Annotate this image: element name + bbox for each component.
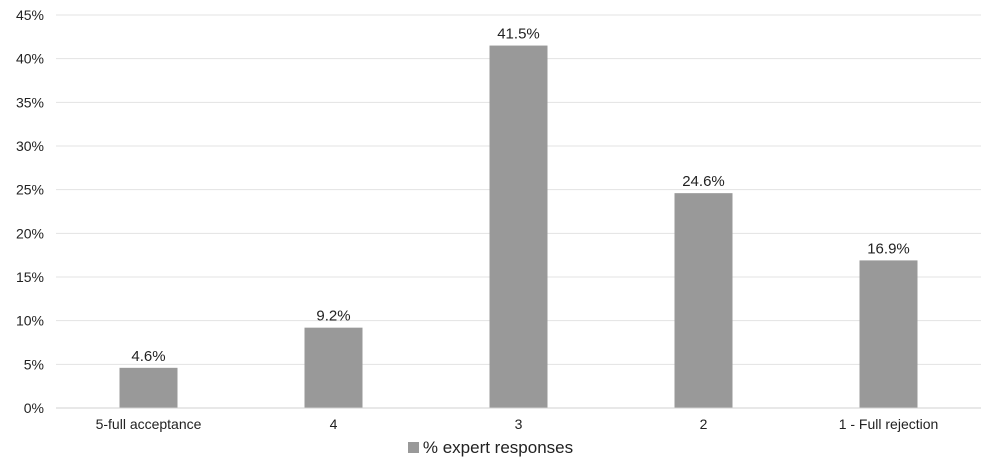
- legend-label: % expert responses: [422, 438, 574, 457]
- y-tick-label: 15%: [16, 269, 44, 285]
- bar: [119, 367, 178, 408]
- bar: [489, 45, 548, 409]
- y-tick-label: 5%: [24, 356, 44, 372]
- legend: % expert responses: [0, 438, 981, 458]
- data-label: 4.6%: [131, 348, 165, 365]
- y-tick-label: 45%: [16, 7, 44, 23]
- x-tick-label: 3: [515, 416, 523, 432]
- y-axis-ticks: 0% 5% 10% 15% 20% 25% 30% 35% 40% 45%: [16, 7, 44, 416]
- x-axis-ticks: 5-full acceptance 4 3 2 1 - Full rejection: [96, 416, 939, 432]
- y-tick-label: 30%: [16, 138, 44, 154]
- data-label: 41.5%: [497, 26, 540, 43]
- bars: [119, 45, 918, 409]
- x-tick-label: 2: [700, 416, 708, 432]
- y-tick-label: 0%: [24, 400, 44, 416]
- data-label: 16.9%: [867, 240, 910, 257]
- y-tick-label: 40%: [16, 51, 44, 67]
- legend-swatch: [407, 442, 419, 453]
- data-label: 9.2%: [316, 308, 350, 325]
- y-tick-label: 10%: [16, 313, 44, 329]
- bar: [674, 193, 733, 408]
- data-labels: 4.6% 9.2% 41.5% 24.6% 16.9%: [131, 26, 909, 365]
- x-tick-label: 4: [330, 416, 338, 432]
- x-tick-label: 1 - Full rejection: [839, 416, 939, 432]
- bar: [859, 260, 918, 408]
- x-tick-label: 5-full acceptance: [96, 416, 202, 432]
- bar: [304, 327, 363, 408]
- y-tick-label: 25%: [16, 182, 44, 198]
- y-tick-label: 35%: [16, 94, 44, 110]
- y-tick-label: 20%: [16, 225, 44, 241]
- data-label: 24.6%: [682, 173, 725, 190]
